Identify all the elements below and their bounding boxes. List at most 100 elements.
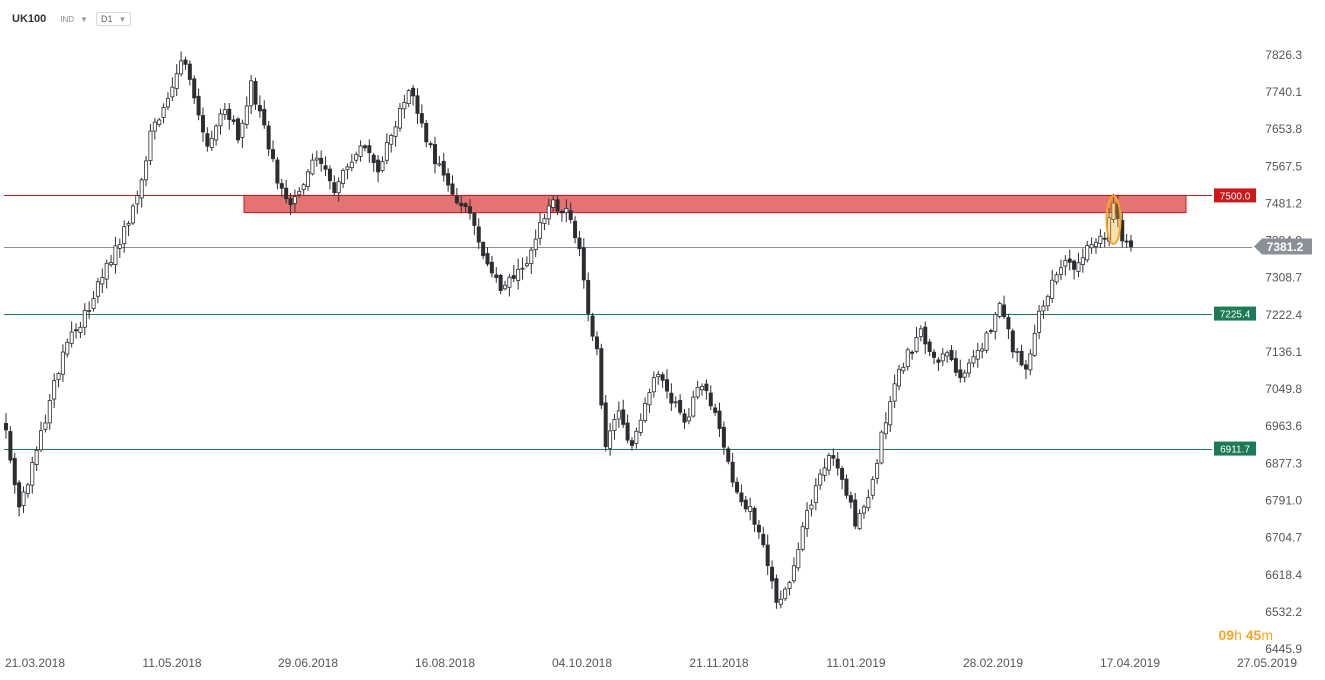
candle: [1129, 234, 1134, 252]
candle-body: [704, 383, 709, 392]
candle-body: [770, 566, 775, 582]
candle: [139, 177, 144, 208]
candle-body: [288, 198, 293, 206]
candle: [866, 489, 871, 512]
candle: [1063, 255, 1068, 276]
candle-body: [896, 368, 901, 387]
candle-countdown: 09h 45m: [1218, 627, 1273, 643]
chart-toolbar: UK100 IND ▼ D1 ▼: [12, 9, 132, 29]
level-labels-layer: 7500.0 7225.4 6911.7 7381.2: [1214, 188, 1312, 456]
symbol-label[interactable]: UK100: [12, 13, 47, 25]
candle-body: [87, 310, 92, 312]
candle-body: [1063, 260, 1068, 267]
candle: [253, 77, 258, 110]
candle: [1076, 252, 1081, 278]
candle-body: [341, 170, 346, 184]
candle: [555, 195, 560, 216]
candle: [1054, 271, 1059, 285]
candle: [1019, 344, 1024, 367]
candle-body: [739, 492, 744, 503]
candle-body: [271, 149, 276, 160]
candle-body: [638, 419, 643, 433]
candle-body: [888, 401, 893, 426]
candle: [818, 469, 823, 490]
candle-body: [542, 218, 547, 224]
candle: [432, 136, 437, 174]
timeframe-value: D1: [100, 14, 113, 24]
candle: [853, 492, 858, 530]
candle-body: [971, 356, 976, 364]
candle: [249, 75, 254, 115]
candle: [362, 144, 367, 152]
candle: [87, 301, 92, 319]
candle-body: [538, 222, 543, 239]
candle: [310, 153, 315, 176]
candle-body: [756, 524, 761, 533]
candle: [1089, 237, 1094, 254]
candle: [192, 75, 197, 104]
candle-body: [555, 199, 560, 212]
candle-body: [524, 263, 529, 267]
candle: [905, 347, 910, 371]
y-tick-label: 7222.4: [1265, 308, 1302, 322]
candle-body: [1067, 258, 1072, 263]
candle-body: [857, 513, 862, 529]
candle: [244, 96, 249, 129]
candle: [218, 108, 223, 135]
candle: [752, 506, 757, 533]
candle: [384, 133, 389, 165]
candle-body: [481, 242, 486, 257]
candle: [39, 421, 44, 452]
candle: [774, 574, 779, 609]
candle: [91, 290, 96, 312]
candle: [914, 327, 919, 354]
candle-body: [730, 461, 735, 483]
candle: [638, 413, 643, 436]
candle-body: [82, 310, 87, 328]
candle: [1080, 248, 1085, 273]
candle: [967, 358, 972, 378]
caret-down-icon[interactable]: ▼: [80, 14, 88, 24]
candle-body: [559, 210, 564, 214]
resistance-zone-layer: [243, 194, 1187, 214]
candle-body: [713, 407, 718, 413]
candle: [266, 121, 271, 157]
candle: [796, 542, 801, 572]
candle-body: [765, 544, 770, 567]
timeframe-select[interactable]: D1 ▼: [95, 12, 132, 26]
candle-body: [17, 482, 22, 508]
candle-body: [551, 199, 556, 208]
candle: [608, 423, 613, 456]
candle: [647, 388, 652, 413]
candle-body: [371, 154, 376, 163]
candle-body: [748, 506, 753, 512]
candle-body: [222, 109, 227, 115]
candle: [95, 277, 100, 304]
candle-body: [240, 122, 245, 138]
candle-body: [266, 125, 271, 150]
candle-body: [424, 123, 429, 143]
candle-body: [367, 145, 372, 154]
candle-body: [1032, 332, 1037, 356]
current-price-tag: [1254, 238, 1312, 255]
countdown-minutes: 45: [1245, 627, 1262, 643]
candle-body: [415, 95, 420, 114]
candle-body: [774, 578, 779, 603]
candle: [1002, 295, 1007, 320]
candle: [800, 522, 805, 552]
candle-body: [319, 157, 324, 164]
candle-body: [450, 183, 455, 195]
x-tick-label: 11.05.2018: [142, 656, 201, 670]
candle: [844, 474, 849, 499]
candle: [52, 373, 57, 408]
candle-body: [700, 385, 705, 391]
candle-body: [174, 73, 179, 89]
support-2-label: 6911.7: [1220, 445, 1250, 456]
candle-body: [822, 467, 827, 476]
candle: [559, 209, 564, 222]
y-tick-label: 7567.5: [1265, 159, 1302, 173]
candle-body: [52, 380, 57, 400]
candle: [1072, 259, 1077, 280]
candle-body: [301, 184, 306, 191]
